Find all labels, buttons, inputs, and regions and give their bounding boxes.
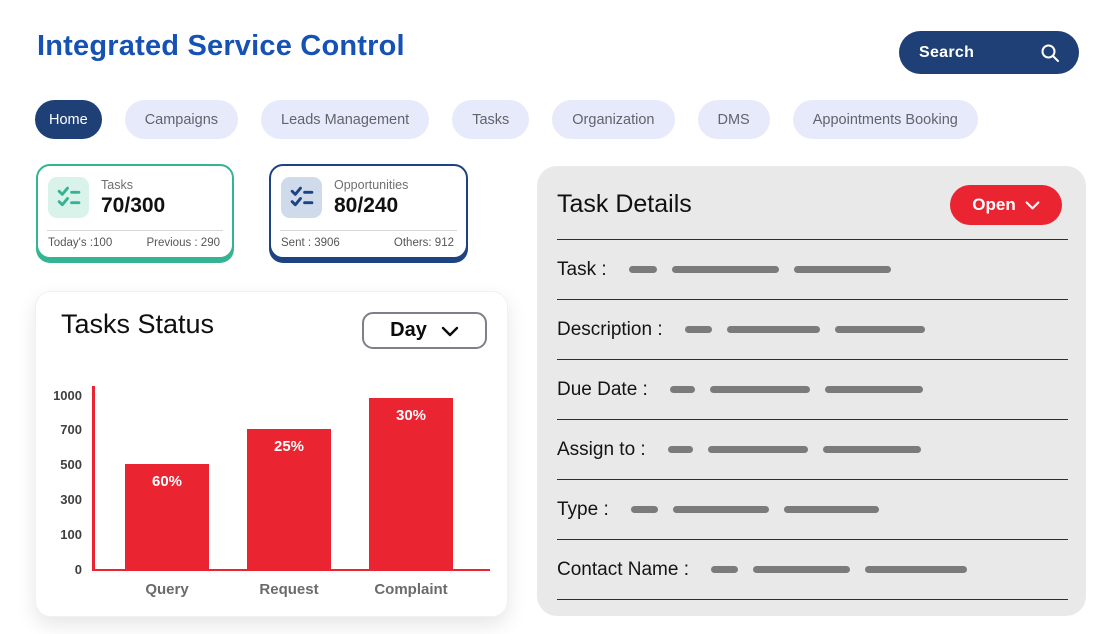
tasks-status-card: Tasks Status Day 0 100 300 500 700 1000 60% Que… xyxy=(35,291,508,617)
placeholder-bar xyxy=(671,266,779,273)
page-title: Integrated Service Control xyxy=(37,30,405,62)
task-detail-row-label: Task : xyxy=(557,258,607,280)
stat-card-title: Opportunities xyxy=(334,178,409,192)
task-detail-row-label: Due Date : xyxy=(557,378,648,400)
x-axis-label: Complaint xyxy=(374,581,448,598)
stat-card-opportunities-top: Opportunities 80/240 xyxy=(271,166,466,218)
placeholder-bar xyxy=(822,446,921,453)
x-axis xyxy=(92,568,490,571)
placeholder-bar xyxy=(709,386,810,393)
task-detail-row-label: Assign to : xyxy=(557,438,646,460)
status-dropdown-button[interactable]: Open xyxy=(950,185,1062,225)
task-details-panel: Task Details Open Task : Description : Due… xyxy=(537,166,1086,616)
placeholder-bar xyxy=(669,386,695,393)
placeholder-bar xyxy=(684,326,712,333)
bar-query: 60% xyxy=(125,464,209,569)
stat-card-tasks: Tasks 70/300 Today's :100 Previous : 290 xyxy=(36,164,234,259)
y-axis xyxy=(92,386,95,571)
stat-footer-left: Sent : 3906 xyxy=(281,237,340,249)
placeholder-bar xyxy=(753,566,850,573)
x-axis-label: Request xyxy=(259,581,319,598)
task-detail-row-label: Type : xyxy=(557,498,609,520)
placeholder-bar xyxy=(707,446,808,453)
stat-footer-right: Previous : 290 xyxy=(146,237,220,249)
placeholder-bar xyxy=(628,266,657,273)
stat-card-tasks-top: Tasks 70/300 xyxy=(38,166,232,218)
task-detail-row: Type : xyxy=(557,480,1068,540)
chevron-down-icon xyxy=(441,325,459,337)
stat-card-value: 70/300 xyxy=(101,194,166,217)
placeholder-bar xyxy=(667,446,693,453)
divider xyxy=(280,230,457,231)
placeholder-bar xyxy=(630,506,658,513)
placeholder-bar xyxy=(783,506,879,513)
stat-footer-right: Others: 912 xyxy=(393,237,454,249)
placeholder-bar xyxy=(824,386,923,393)
placeholder-bar xyxy=(793,266,891,273)
chart-title: Tasks Status xyxy=(61,309,215,339)
search-button-label: Search xyxy=(919,43,975,61)
bar-complaint: 30% xyxy=(369,397,453,569)
checklist-icon xyxy=(48,177,89,218)
x-axis-label: Query xyxy=(145,581,189,598)
nav-item-campaigns[interactable]: Campaigns xyxy=(124,100,239,139)
task-detail-row: Due Date : xyxy=(557,360,1068,420)
y-tick-label: 0 xyxy=(74,561,82,577)
stat-footer-left: Today's :100 xyxy=(48,237,113,249)
placeholder-bar xyxy=(834,326,925,333)
status-dropdown-label: Open xyxy=(972,195,1016,214)
placeholder-bar xyxy=(726,326,820,333)
y-tick-label: 1000 xyxy=(53,387,82,403)
search-icon xyxy=(1039,42,1061,64)
placeholder-bar xyxy=(672,506,769,513)
y-tick-label: 100 xyxy=(60,526,82,542)
task-detail-row: Task : xyxy=(557,240,1068,300)
nav-tabs: Home Campaigns Leads Management Tasks Organi… xyxy=(35,100,978,139)
task-detail-row: Description : xyxy=(557,300,1068,360)
period-selector[interactable]: Day xyxy=(362,312,487,349)
y-tick-label: 500 xyxy=(60,457,82,473)
stat-card-value: 80/240 xyxy=(334,194,399,217)
bar-value-label: 60% xyxy=(151,473,183,491)
y-tick-label: 700 xyxy=(60,422,82,438)
placeholder-bar xyxy=(865,566,967,573)
search-button[interactable]: Search xyxy=(899,31,1079,74)
nav-item-appointments-booking[interactable]: Appointments Booking xyxy=(792,100,978,139)
bar-value-label: 30% xyxy=(395,406,427,424)
task-detail-rows: Task : Description : Due Date : Assign to :… xyxy=(557,239,1068,600)
task-detail-row: Assign to : xyxy=(557,420,1068,480)
y-tick-label: 300 xyxy=(60,491,82,507)
bar-chart: 0 100 300 500 700 1000 60% Query 25% Request 30% Co… xyxy=(53,386,490,598)
bar-request: 25% xyxy=(247,429,331,569)
checklist-icon xyxy=(281,177,322,218)
nav-item-leads-management[interactable]: Leads Management xyxy=(261,100,430,139)
stat-card-title: Tasks xyxy=(101,178,133,192)
stat-card-opportunities: Opportunities 80/240 Sent : 3906 Others:… xyxy=(269,164,468,259)
chevron-down-icon xyxy=(1025,200,1040,210)
task-detail-row-label: Description : xyxy=(557,318,663,340)
nav-item-organization[interactable]: Organization xyxy=(552,100,675,139)
period-selector-value: Day xyxy=(390,319,427,341)
nav-item-dms[interactable]: DMS xyxy=(697,100,770,139)
nav-item-home[interactable]: Home xyxy=(35,100,102,139)
task-detail-row-label: Contact Name : xyxy=(557,558,689,580)
bar-value-label: 25% xyxy=(273,438,305,456)
panel-title: Task Details xyxy=(557,190,692,218)
nav-item-tasks[interactable]: Tasks xyxy=(452,100,530,139)
divider xyxy=(47,230,223,231)
placeholder-bar xyxy=(711,566,738,573)
task-detail-row: Contact Name : xyxy=(557,540,1068,600)
